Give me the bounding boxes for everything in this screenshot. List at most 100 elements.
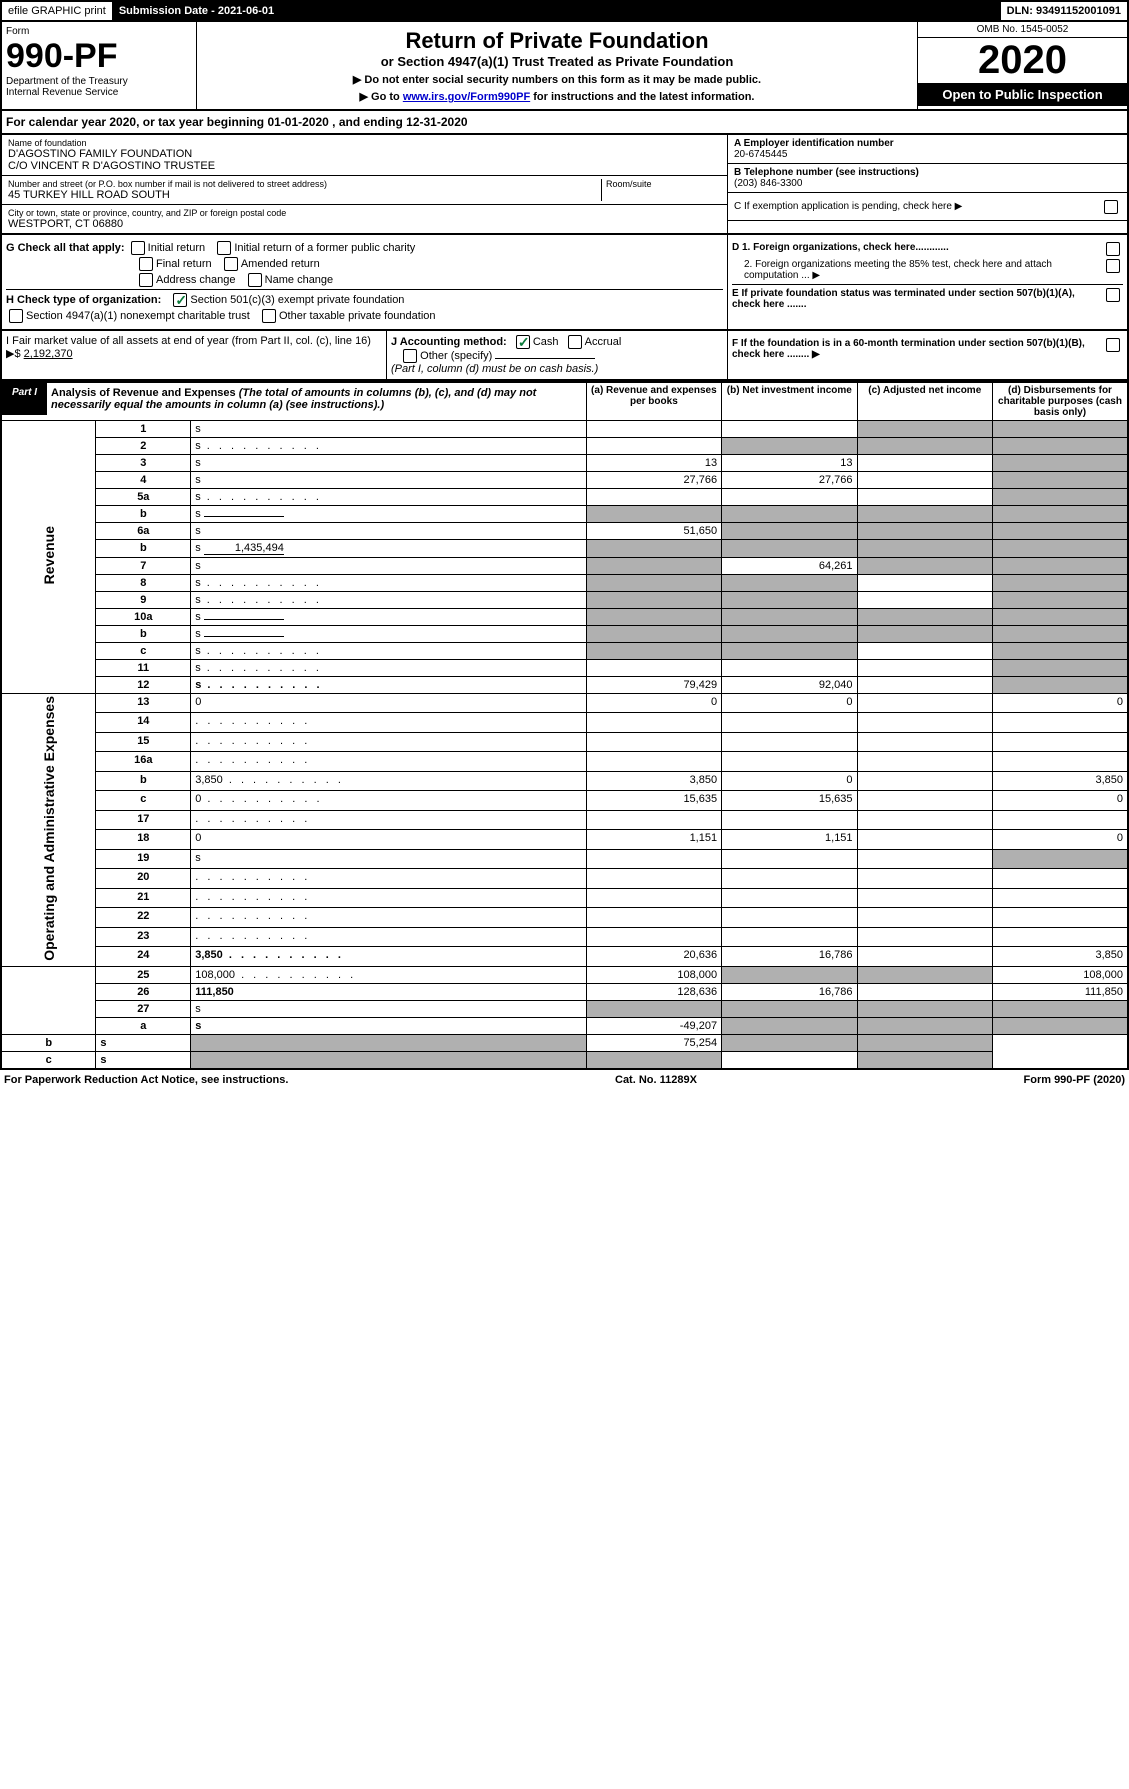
amount-cell-c xyxy=(857,869,992,888)
address-cell: Number and street (or P.O. box number if… xyxy=(2,176,727,205)
j-label: J Accounting method: xyxy=(391,336,507,348)
table-row: 27s xyxy=(1,1000,1128,1017)
amount-cell-d xyxy=(993,1000,1129,1017)
d-e-col: D 1. Foreign organizations, check here..… xyxy=(727,235,1127,329)
city-value: WESTPORT, CT 06880 xyxy=(8,218,721,230)
amount-cell-c xyxy=(857,1017,992,1034)
city-label: City or town, state or province, country… xyxy=(8,208,721,218)
h-4947-checkbox[interactable] xyxy=(9,309,23,323)
amount-cell-a: 79,429 xyxy=(586,677,721,694)
amount-cell-d xyxy=(993,592,1129,609)
line-description: s xyxy=(191,506,586,523)
g-name-checkbox[interactable] xyxy=(248,273,262,287)
irs-link[interactable]: www.irs.gov/Form990PF xyxy=(403,91,530,103)
form-title: Return of Private Foundation xyxy=(203,28,911,54)
table-row: 17 xyxy=(1,810,1128,829)
amount-cell-c xyxy=(857,472,992,489)
amount-cell-d xyxy=(993,849,1129,868)
amount-cell-a xyxy=(586,1000,721,1017)
col-c-header: (c) Adjusted net income xyxy=(857,382,992,421)
amount-cell-c xyxy=(857,908,992,927)
d2-checkbox[interactable] xyxy=(1106,259,1120,273)
line-description xyxy=(191,810,586,829)
line-description: 108,000 xyxy=(191,966,586,983)
amount-cell-c xyxy=(857,677,992,694)
amount-cell-b xyxy=(722,1000,857,1017)
amount-cell-c xyxy=(857,713,992,732)
line-description: s xyxy=(96,1034,191,1051)
table-row: cs xyxy=(1,1051,1128,1069)
amount-cell-a xyxy=(586,421,721,438)
j-other: Other (specify) xyxy=(420,350,492,362)
amount-cell-d: 3,850 xyxy=(993,947,1129,966)
table-row: 19s xyxy=(1,849,1128,868)
amount-cell-b xyxy=(722,888,857,907)
j-accrual-checkbox[interactable] xyxy=(568,335,582,349)
amount-cell-a xyxy=(586,713,721,732)
line-description: s xyxy=(96,1051,191,1069)
amount-cell-d xyxy=(993,888,1129,907)
amount-cell-d xyxy=(857,1034,992,1051)
g-h-col: G Check all that apply: Initial return I… xyxy=(2,235,727,329)
line-number: 8 xyxy=(96,575,191,592)
line-description xyxy=(191,752,586,771)
year-col: OMB No. 1545-0052 2020 Open to Public In… xyxy=(917,22,1127,109)
form-id-col: Form 990-PF Department of the Treasury I… xyxy=(2,22,197,109)
amount-cell-d xyxy=(993,506,1129,523)
h-501c3-checkbox[interactable] xyxy=(173,293,187,307)
amount-cell-d xyxy=(993,732,1129,751)
line-description: 111,850 xyxy=(191,983,586,1000)
top-bar: efile GRAPHIC print Submission Date - 20… xyxy=(0,0,1129,22)
line-description: s xyxy=(191,472,586,489)
dept-label: Department of the Treasury xyxy=(6,76,192,87)
j-other-fill[interactable] xyxy=(495,358,595,359)
amount-cell-a xyxy=(191,1034,586,1051)
d2-row: 2. Foreign organizations meeting the 85%… xyxy=(732,259,1123,281)
line-description: s xyxy=(191,660,586,677)
table-row: 5as xyxy=(1,489,1128,506)
d1-checkbox[interactable] xyxy=(1106,242,1120,256)
omb-number: OMB No. 1545-0052 xyxy=(918,22,1127,38)
addr-value: 45 TURKEY HILL ROAD SOUTH xyxy=(8,189,601,201)
amount-cell-b xyxy=(722,506,857,523)
line-number: 17 xyxy=(96,810,191,829)
table-row: 4s27,76627,766 xyxy=(1,472,1128,489)
amount-cell-c xyxy=(857,609,992,626)
amount-cell-a xyxy=(586,888,721,907)
amount-cell-a: 27,766 xyxy=(586,472,721,489)
h-row: H Check type of organization: Section 50… xyxy=(6,289,723,307)
amount-cell-b xyxy=(722,438,857,455)
h-other-checkbox[interactable] xyxy=(262,309,276,323)
amount-cell-c xyxy=(857,1000,992,1017)
table-row: 16a xyxy=(1,752,1128,771)
ein-value: 20-6745445 xyxy=(734,149,787,160)
f-checkbox[interactable] xyxy=(1106,338,1120,352)
amount-cell-d xyxy=(993,908,1129,927)
table-row: 23 xyxy=(1,927,1128,946)
amount-cell-d xyxy=(993,869,1129,888)
g-initial-checkbox[interactable] xyxy=(131,241,145,255)
line-number: 24 xyxy=(96,947,191,966)
amount-cell-b: 75,254 xyxy=(586,1034,721,1051)
j-cash-checkbox[interactable] xyxy=(516,335,530,349)
c-checkbox[interactable] xyxy=(1104,200,1118,214)
g-initial-former-checkbox[interactable] xyxy=(217,241,231,255)
table-row: 22 xyxy=(1,908,1128,927)
table-row: 25108,000108,000108,000 xyxy=(1,966,1128,983)
table-row: b3,8503,85003,850 xyxy=(1,771,1128,790)
g-final-checkbox[interactable] xyxy=(139,257,153,271)
line-number: 19 xyxy=(96,849,191,868)
amount-cell-c xyxy=(857,771,992,790)
line-description: s xyxy=(191,609,586,626)
g-address-checkbox[interactable] xyxy=(139,273,153,287)
line-number: b xyxy=(1,1034,96,1051)
e-checkbox[interactable] xyxy=(1106,288,1120,302)
dln-label: DLN: 93491152001091 xyxy=(1001,2,1127,20)
g-opt-0: Initial return xyxy=(148,242,205,254)
open-public-label: Open to Public Inspection xyxy=(918,83,1127,106)
line-number: b xyxy=(96,626,191,643)
g-amended-checkbox[interactable] xyxy=(224,257,238,271)
j-other-checkbox[interactable] xyxy=(403,349,417,363)
line-description: s xyxy=(191,1000,586,1017)
table-row: 11s xyxy=(1,660,1128,677)
